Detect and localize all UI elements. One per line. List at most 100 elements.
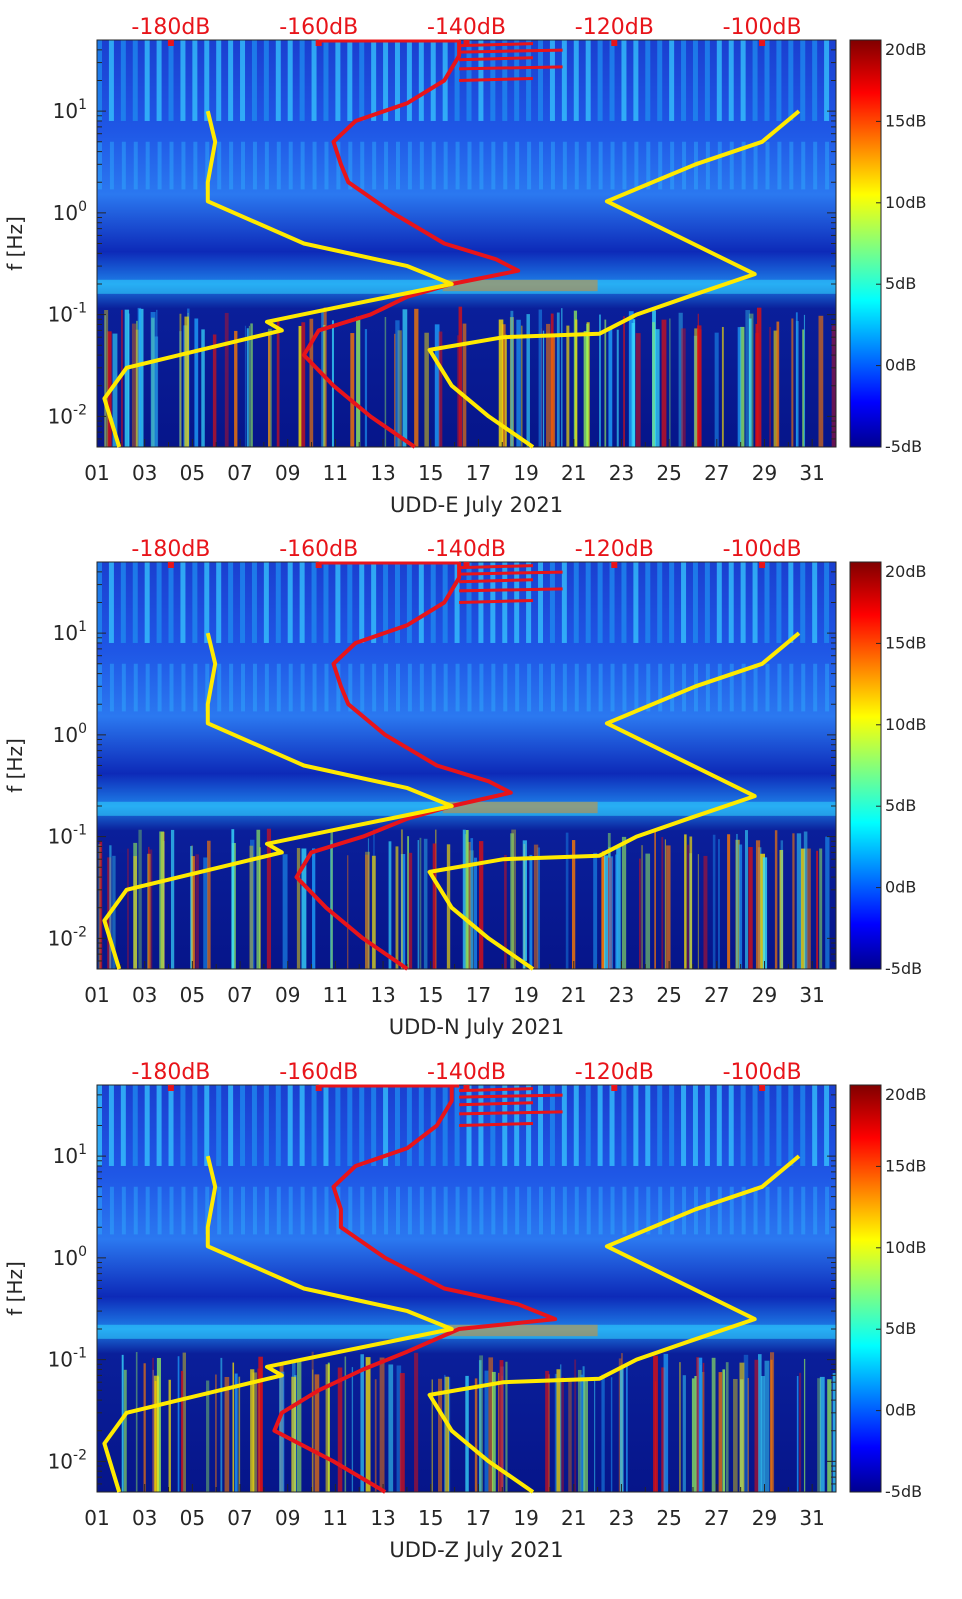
spectrogram-band bbox=[406, 562, 412, 643]
yellow-noise-model-low bbox=[102, 1155, 454, 1493]
spectrogram-band bbox=[455, 141, 460, 190]
spectrogram-band bbox=[394, 562, 400, 643]
spectrogram-band bbox=[120, 1085, 126, 1166]
spectrogram-spike bbox=[414, 308, 419, 447]
spectrogram-spike bbox=[725, 1362, 729, 1492]
spectrogram-band bbox=[646, 1186, 651, 1235]
spectrogram-spike bbox=[687, 844, 689, 969]
y-tick-base: 10 bbox=[48, 926, 73, 950]
spectrogram-band bbox=[812, 40, 818, 121]
y-tick-base: 10 bbox=[53, 99, 78, 123]
spectrogram-band bbox=[455, 663, 460, 712]
spectrogram-spike bbox=[661, 319, 667, 447]
spectrogram-band bbox=[240, 40, 246, 121]
spectrogram-band bbox=[765, 141, 770, 190]
spectrogram-spike bbox=[574, 1359, 577, 1492]
spectrogram-spike bbox=[465, 1375, 469, 1492]
spectrogram-band bbox=[752, 40, 758, 121]
x-tick-label: 31 bbox=[799, 461, 824, 485]
spectrogram-spike bbox=[556, 312, 560, 447]
colorbar-tick-label: -5dB bbox=[885, 1482, 922, 1501]
y-axis-label: f [Hz] bbox=[3, 738, 27, 793]
spectrogram-band bbox=[539, 141, 544, 190]
colorbar-tick-label: 20dB bbox=[885, 562, 927, 581]
spectrogram-band bbox=[336, 141, 341, 190]
spectrogram-band bbox=[287, 1085, 293, 1166]
spectrogram-band bbox=[336, 663, 341, 712]
spectrogram-band bbox=[419, 141, 424, 190]
top-axis-tick bbox=[167, 40, 174, 46]
spectrogram-spike bbox=[384, 316, 387, 447]
spectrogram-band bbox=[752, 562, 758, 643]
spectrogram-spike bbox=[696, 325, 702, 447]
spectrogram-spike bbox=[601, 856, 606, 969]
x-tick-label: 27 bbox=[704, 983, 729, 1007]
spectrogram-band bbox=[407, 663, 412, 712]
spectrogram-spike bbox=[124, 309, 130, 447]
spectrogram-band bbox=[169, 663, 174, 712]
spectrogram-band bbox=[132, 562, 138, 643]
spectrogram-band bbox=[229, 1186, 234, 1235]
spectrogram-spike bbox=[395, 846, 399, 969]
spectrogram-spike bbox=[268, 333, 271, 447]
spectrogram-spike bbox=[795, 312, 798, 447]
x-tick-label: 05 bbox=[180, 983, 205, 1007]
spectrogram-spike bbox=[652, 310, 656, 447]
spectrogram-band bbox=[145, 141, 150, 190]
spectrogram-band bbox=[109, 1186, 114, 1235]
spectrogram-band bbox=[108, 562, 114, 643]
microseism-band bbox=[97, 1324, 836, 1339]
spectrogram-spike bbox=[234, 330, 238, 447]
spectrogram-band bbox=[299, 40, 305, 121]
spectrogram-spike bbox=[800, 848, 806, 969]
spectrogram-spike bbox=[238, 1376, 241, 1492]
x-tick-label: 23 bbox=[609, 983, 634, 1007]
y-tick-base: 10 bbox=[53, 201, 78, 225]
spectrogram-band bbox=[348, 663, 353, 712]
spectrogram-spike bbox=[554, 1373, 558, 1492]
x-tick-label: 29 bbox=[752, 461, 777, 485]
x-tick-label: 03 bbox=[132, 461, 157, 485]
spectrogram-spike bbox=[745, 310, 751, 447]
spectrogram-spike bbox=[700, 1364, 702, 1492]
spectrogram-band bbox=[800, 562, 806, 643]
spectrogram-spike bbox=[770, 1359, 773, 1492]
spectrogram-spike bbox=[654, 831, 656, 969]
top-axis-tick bbox=[315, 1085, 322, 1091]
spectrogram-band bbox=[383, 562, 389, 643]
spectrogram-band bbox=[144, 1085, 150, 1166]
y-tick-label: 100 bbox=[53, 721, 87, 747]
spectrogram-spike bbox=[195, 854, 199, 969]
spectrogram-band bbox=[204, 40, 210, 121]
spectrogram-band bbox=[419, 1186, 424, 1235]
spectrogram-band bbox=[573, 40, 579, 121]
spectrogram-spike bbox=[257, 1368, 263, 1492]
spectrogram-spike bbox=[522, 840, 527, 969]
spectrogram-band bbox=[311, 1085, 317, 1166]
spectrogram-spike bbox=[312, 1369, 314, 1492]
spectrogram-band bbox=[610, 1186, 615, 1235]
spectrogram-spike bbox=[147, 846, 150, 969]
spectrogram-band bbox=[538, 40, 544, 121]
spectrogram-spike bbox=[104, 314, 106, 447]
spectrogram-spike bbox=[748, 318, 752, 447]
spectrogram-band bbox=[455, 1186, 460, 1235]
spectrogram-spike bbox=[314, 1374, 320, 1492]
y-tick-base: 10 bbox=[48, 1449, 73, 1473]
spectrogram-band bbox=[658, 663, 663, 712]
spectrogram-band bbox=[669, 40, 675, 121]
spectrogram-band bbox=[646, 141, 651, 190]
colorbar-tick-label: 20dB bbox=[885, 40, 927, 59]
spectrogram-band bbox=[443, 663, 448, 712]
x-axis-label: UDD-N July 2021 bbox=[389, 1015, 565, 1039]
x-tick-label: 11 bbox=[323, 461, 348, 485]
spectrogram-spike bbox=[432, 843, 437, 969]
spectrogram-band bbox=[776, 562, 782, 643]
spectrogram-spike bbox=[443, 1374, 446, 1492]
spectrogram-band bbox=[430, 40, 436, 121]
spectrogram-spike bbox=[718, 1372, 723, 1492]
spectrogram-band bbox=[217, 141, 222, 190]
spectrogram-spike bbox=[796, 833, 802, 969]
spectrogram-spike bbox=[608, 856, 614, 969]
